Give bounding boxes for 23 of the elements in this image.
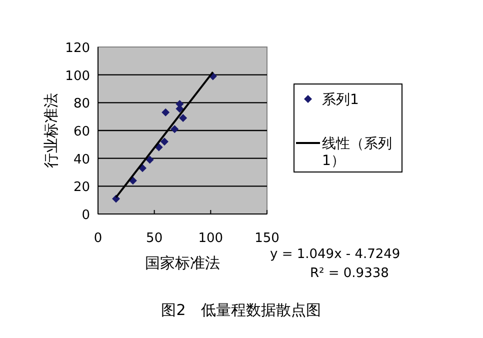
x-axis-title: 国家标准法 <box>145 254 220 272</box>
y-tick-label: 20 <box>73 180 90 196</box>
point <box>160 138 168 146</box>
y-tick-label: 80 <box>73 96 90 112</box>
y-tick-label: 120 <box>65 41 90 56</box>
point <box>170 125 179 134</box>
x-tick-label: 50 <box>146 231 163 246</box>
y-tick-label: 60 <box>73 124 90 140</box>
x-tick-label: 150 <box>254 231 280 246</box>
legend-label: 系列1 <box>322 92 359 108</box>
text: R² = 0.9338 <box>310 266 389 281</box>
point <box>146 156 154 164</box>
x-tick-label: 0 <box>94 231 102 246</box>
x-tick-label: 100 <box>198 231 224 246</box>
legend-label: 线性（系列1） <box>322 136 392 169</box>
y-tick-label: 100 <box>65 68 90 84</box>
text: y = 1.049x - 4.7249 <box>270 247 400 262</box>
y-axis-title: 行业标准法 <box>42 93 60 168</box>
y-tick-label: 40 <box>73 152 90 168</box>
y-tick-label: 0 <box>82 208 90 223</box>
text: 图2 低量程数据散点图 <box>161 301 321 319</box>
point <box>179 114 188 122</box>
point <box>162 108 170 116</box>
